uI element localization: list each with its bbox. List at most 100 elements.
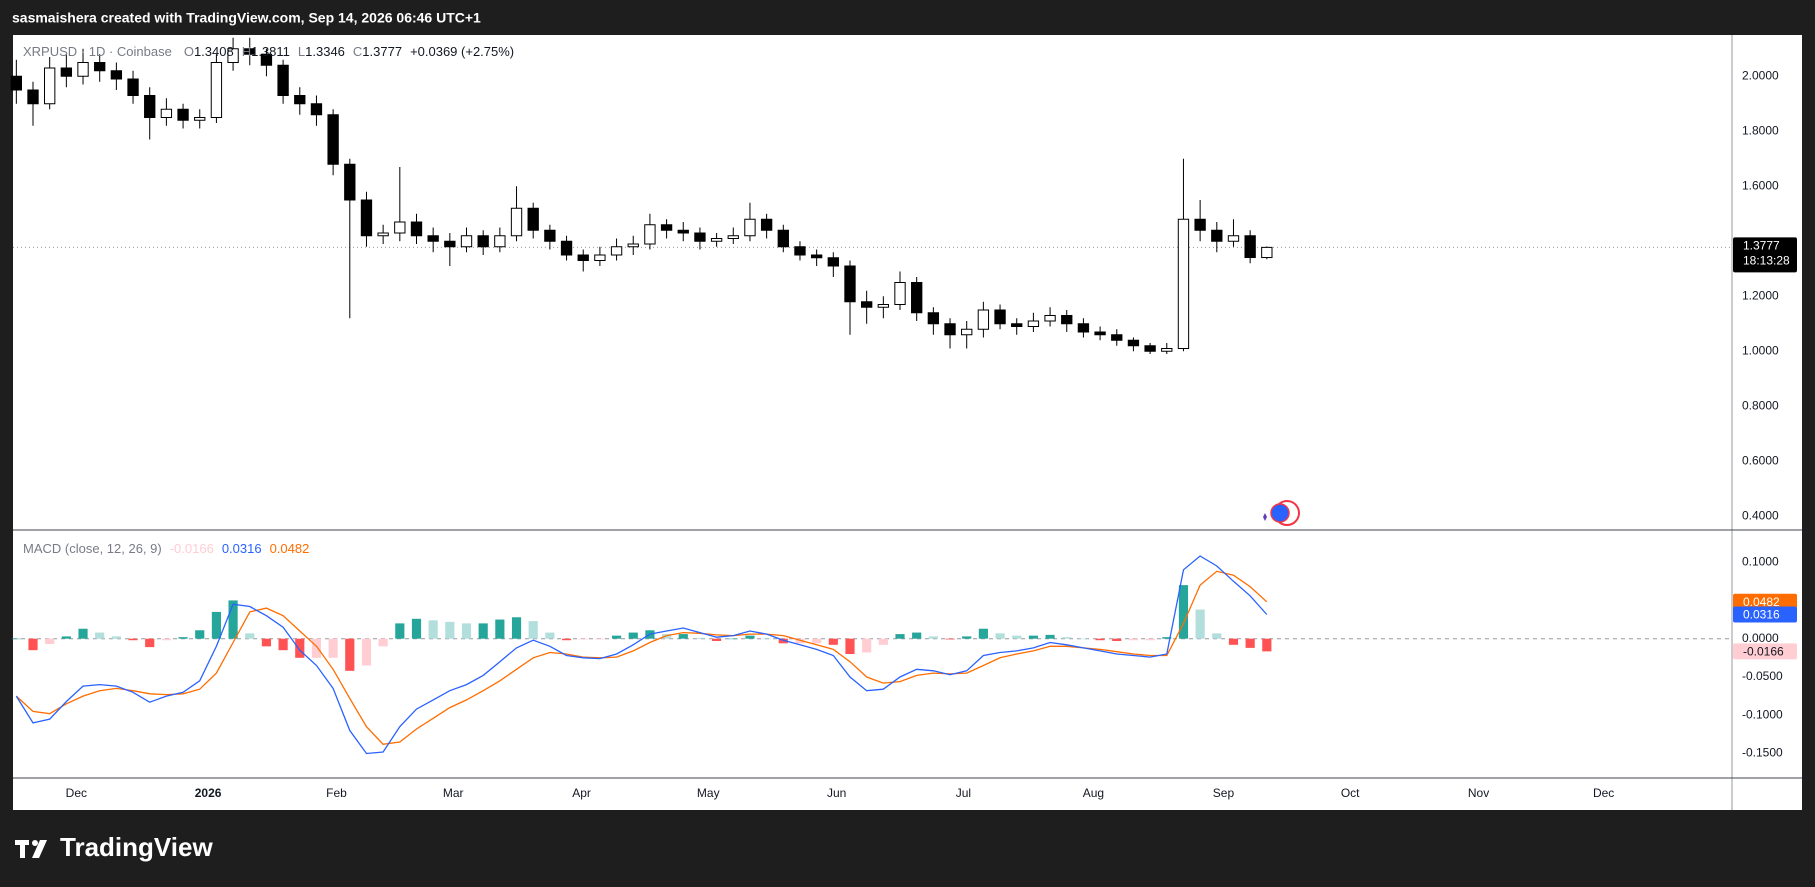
histogram-bar [762,638,772,640]
histogram-bar [478,623,488,639]
x-tick-label: Nov [1468,786,1489,800]
histogram-bar [778,638,788,644]
candle-body [977,309,990,330]
histogram-bar [728,638,738,640]
candle-body [310,103,323,116]
histogram-bar [595,638,605,640]
x-tick-label: Apr [572,786,591,800]
candle-body [227,48,239,63]
y-tick-label: 2.0000 [1742,68,1779,82]
candle-body [877,304,890,308]
candle-body [127,78,139,96]
candle-body [710,238,723,242]
x-tick-label: Oct [1341,786,1360,800]
histogram-bar [511,617,522,639]
candle-body [560,240,573,256]
legend-ohlc-label: H [242,44,251,59]
histogram-bar [561,638,572,641]
histogram-bar [1162,637,1172,639]
y-tick-label: 0.6000 [1742,453,1779,467]
candle-body [44,67,56,105]
histogram-bar [378,638,388,647]
x-tick-label: 2026 [195,786,222,800]
candle-body [1227,235,1240,242]
histogram-bar [28,638,38,651]
y-tick-label: 0.4000 [1742,508,1779,522]
candle-body [594,254,606,261]
candle-body [194,117,206,121]
macd-title: MACD (close, 12, 26, 9) [23,541,162,556]
legend-change: +0.0369 (+2.75%) [410,44,514,59]
candle-body [277,64,289,96]
y-tick-label: -0.0500 [1742,669,1783,683]
histogram-bar [978,628,988,639]
histogram-bar [395,623,405,639]
candle-body [727,235,739,239]
histogram-bar [345,638,355,671]
chart-frame [13,35,1802,810]
histogram-bar [1095,638,1105,641]
macd-line [15,555,1268,755]
y-tick-label: 0.1000 [1742,554,1779,568]
macd-legend: MACD (close, 12, 26, 9) -0.0166 0.0316 0.04… [23,541,309,556]
legend-ohlc-label: C [353,44,362,59]
histogram-bar [945,638,955,640]
signal-value-box [1733,593,1797,610]
histogram-bar [912,632,922,639]
candle-body [1194,218,1206,231]
histogram-bar [1212,633,1222,639]
x-tick-label: May [697,786,720,800]
candle-body [1161,348,1173,352]
histogram-bar [1112,638,1122,641]
histogram-bar [1262,638,1272,652]
last-price-label: 1.3777 [1743,239,1780,253]
signal-value-label: 0.0482 [1743,595,1780,609]
histogram-bar [1195,609,1205,639]
candle-body [760,218,773,231]
candle-body [860,301,873,308]
histogram-bar [95,632,105,639]
candle-body [160,108,173,118]
histogram-value-label: -0.0166 [1743,645,1784,659]
candle-body [444,240,456,248]
candle-body [810,254,823,259]
histogram-bar [578,638,588,640]
candle-body [1144,345,1156,352]
candle-body [827,257,839,267]
macd-value-label: 0.0316 [1743,608,1780,622]
legend-ohlc-label: L [298,44,305,59]
y-tick-label: 0.0000 [1742,631,1779,645]
candle-body [260,53,273,66]
signal-line [15,570,1268,745]
candle-body [777,229,789,248]
candle-body [610,246,623,256]
candle-body [77,62,89,77]
histogram-bar [1062,637,1072,639]
histogram-bar [228,600,238,639]
histogram-bar [662,634,672,639]
histogram-bar [145,638,155,648]
candle-body [961,328,973,336]
legend-ohlc-value: 1.3346 [305,44,345,59]
histogram-bar [695,637,705,639]
candle-body [1094,331,1106,336]
candle-body [1077,323,1090,333]
candle-body [744,218,756,237]
candle-body [294,95,306,105]
candle-body [427,235,439,242]
x-tick-label: Dec [1593,786,1614,800]
histogram-bar [1045,634,1055,639]
candle-body [694,232,706,242]
histogram-bar [311,638,322,658]
candle-body [660,224,673,231]
candle-body [627,243,639,248]
candle-body [10,75,23,91]
candle-body [410,221,423,237]
histogram-bar [261,638,272,647]
legend-ohlc-value: 1.3408 [194,44,234,59]
footer-logo: TradingView [60,832,213,862]
histogram-bar [195,630,205,639]
candle-body [1211,229,1223,242]
histogram-bar [1145,638,1155,641]
candle-body [911,282,923,314]
